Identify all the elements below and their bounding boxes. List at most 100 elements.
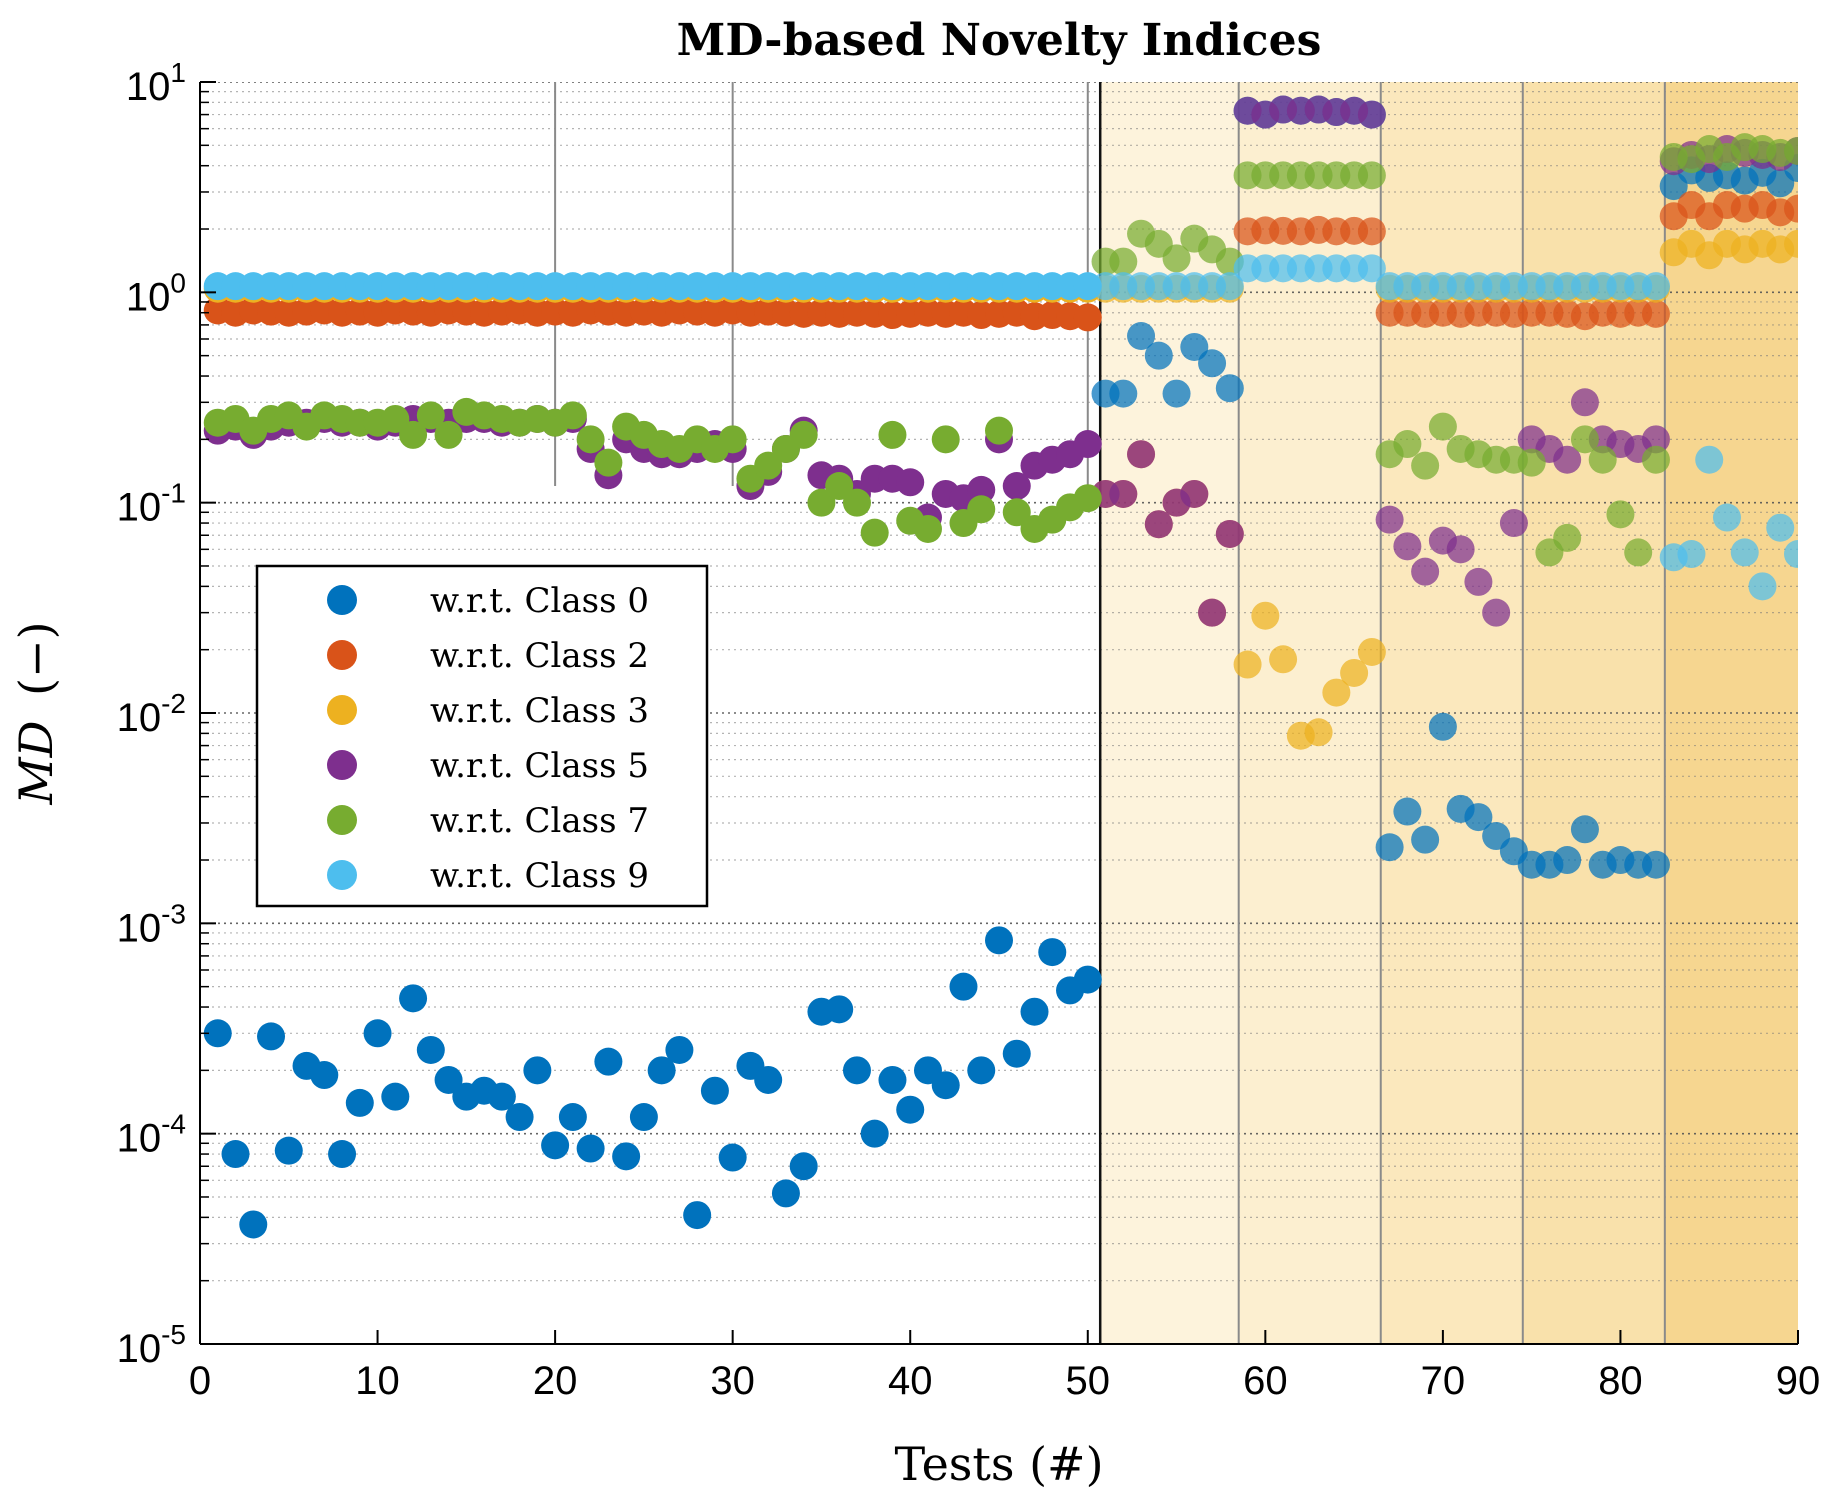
data-point — [381, 1082, 410, 1111]
data-point — [985, 416, 1013, 445]
data-point — [416, 1035, 445, 1064]
y-tick-label: 10-5 — [117, 1319, 186, 1371]
data-point — [1499, 509, 1528, 538]
data-point — [1570, 815, 1599, 844]
data-point — [1712, 503, 1741, 532]
data-point — [1073, 484, 1102, 513]
data-point — [345, 1088, 374, 1117]
data-point — [576, 1134, 605, 1163]
legend-label: w.r.t. Class 9 — [430, 856, 649, 896]
data-point — [1553, 445, 1582, 474]
data-point — [1641, 425, 1670, 454]
data-point — [985, 926, 1013, 955]
data-point — [1357, 161, 1386, 190]
data-point — [1553, 523, 1582, 552]
data-point — [1357, 637, 1386, 666]
x-tick-label: 20 — [533, 1359, 578, 1403]
data-point — [399, 420, 428, 449]
x-tick-label: 80 — [1598, 1359, 1643, 1403]
y-axis-label-symbol: MD — [9, 721, 63, 806]
data-point — [1375, 505, 1404, 534]
data-point — [700, 1076, 729, 1105]
legend-marker — [327, 805, 357, 835]
data-point — [416, 401, 445, 430]
data-point — [1730, 538, 1759, 567]
legend-label: w.r.t. Class 7 — [430, 801, 649, 841]
data-point — [1109, 379, 1138, 408]
legend-marker — [327, 695, 357, 725]
data-point — [718, 1143, 747, 1172]
data-point — [683, 1201, 712, 1230]
data-point — [1180, 479, 1209, 508]
data-point — [434, 420, 463, 449]
data-point — [594, 1047, 623, 1076]
shaded-region — [1380, 82, 1523, 1344]
data-point — [825, 472, 854, 501]
data-point — [541, 1131, 570, 1160]
data-point — [523, 1056, 552, 1085]
data-points — [203, 95, 1798, 1239]
data-point — [1002, 1039, 1031, 1068]
y-axis-ticks: 101 100 10-1 10-2 10-3 10-4 10-5 — [117, 57, 216, 1371]
data-point — [1127, 440, 1156, 469]
data-point — [789, 1152, 818, 1181]
data-point — [967, 495, 996, 524]
legend-box — [255, 564, 709, 908]
data-point — [1162, 379, 1191, 408]
data-point — [1357, 100, 1386, 129]
y-tick-label: 10-2 — [117, 688, 186, 740]
data-point — [1109, 479, 1138, 508]
data-point — [878, 1065, 907, 1094]
data-point — [629, 1103, 658, 1132]
data-point — [665, 1035, 694, 1064]
svg-text:MD (−): MD (−) — [9, 621, 63, 805]
data-point — [1002, 472, 1031, 501]
x-tick-label: 60 — [1243, 1359, 1288, 1403]
y-axis-label-unit: (−) — [9, 621, 63, 695]
data-point — [1322, 678, 1351, 707]
data-point — [1784, 136, 1798, 165]
data-point — [931, 1071, 960, 1100]
data-point — [1251, 601, 1280, 630]
data-point — [1428, 712, 1457, 741]
data-point — [789, 420, 818, 449]
y-tick-label: 10-3 — [117, 898, 186, 950]
data-point — [1038, 938, 1067, 967]
chart-title: MD-based Novelty Indices — [677, 15, 1322, 66]
x-tick-label: 10 — [355, 1359, 400, 1403]
data-point — [860, 1119, 889, 1148]
x-tick-label: 40 — [888, 1359, 933, 1403]
data-point — [274, 1136, 303, 1165]
data-point — [647, 1056, 676, 1085]
data-point — [1641, 445, 1670, 474]
data-point — [1784, 540, 1798, 569]
data-point — [1641, 299, 1670, 328]
data-point — [1553, 846, 1582, 875]
data-point — [754, 1065, 783, 1094]
data-point — [576, 425, 605, 454]
legend-marker — [327, 750, 357, 780]
x-tick-label: 70 — [1421, 1359, 1466, 1403]
data-point — [1127, 322, 1156, 351]
data-point — [221, 1140, 250, 1169]
x-tick-label: 50 — [1066, 1359, 1111, 1403]
y-tick-label: 100 — [126, 267, 186, 319]
data-point — [1606, 500, 1635, 529]
legend-marker — [327, 585, 357, 615]
data-point — [860, 518, 889, 547]
data-point — [1411, 451, 1440, 480]
data-point — [1393, 532, 1422, 561]
data-point — [558, 1103, 587, 1132]
legend: w.r.t. Class 0 w.r.t. Class 2 w.r.t. Class… — [255, 564, 709, 908]
data-point — [1357, 217, 1386, 246]
data-point — [1215, 272, 1244, 301]
legend-marker — [327, 860, 357, 890]
data-point — [1393, 430, 1422, 459]
legend-label: w.r.t. Class 5 — [430, 746, 649, 786]
x-tick-label: 30 — [710, 1359, 755, 1403]
data-point — [594, 448, 623, 477]
data-point — [842, 1056, 871, 1085]
data-point — [1109, 247, 1138, 276]
data-point — [203, 1019, 232, 1048]
data-point — [612, 1142, 641, 1171]
